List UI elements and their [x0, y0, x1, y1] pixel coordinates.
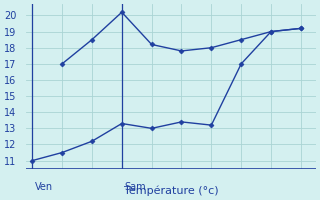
Text: Sam: Sam — [125, 182, 147, 192]
Text: Ven: Ven — [35, 182, 53, 192]
X-axis label: Température (°c): Température (°c) — [124, 185, 218, 196]
